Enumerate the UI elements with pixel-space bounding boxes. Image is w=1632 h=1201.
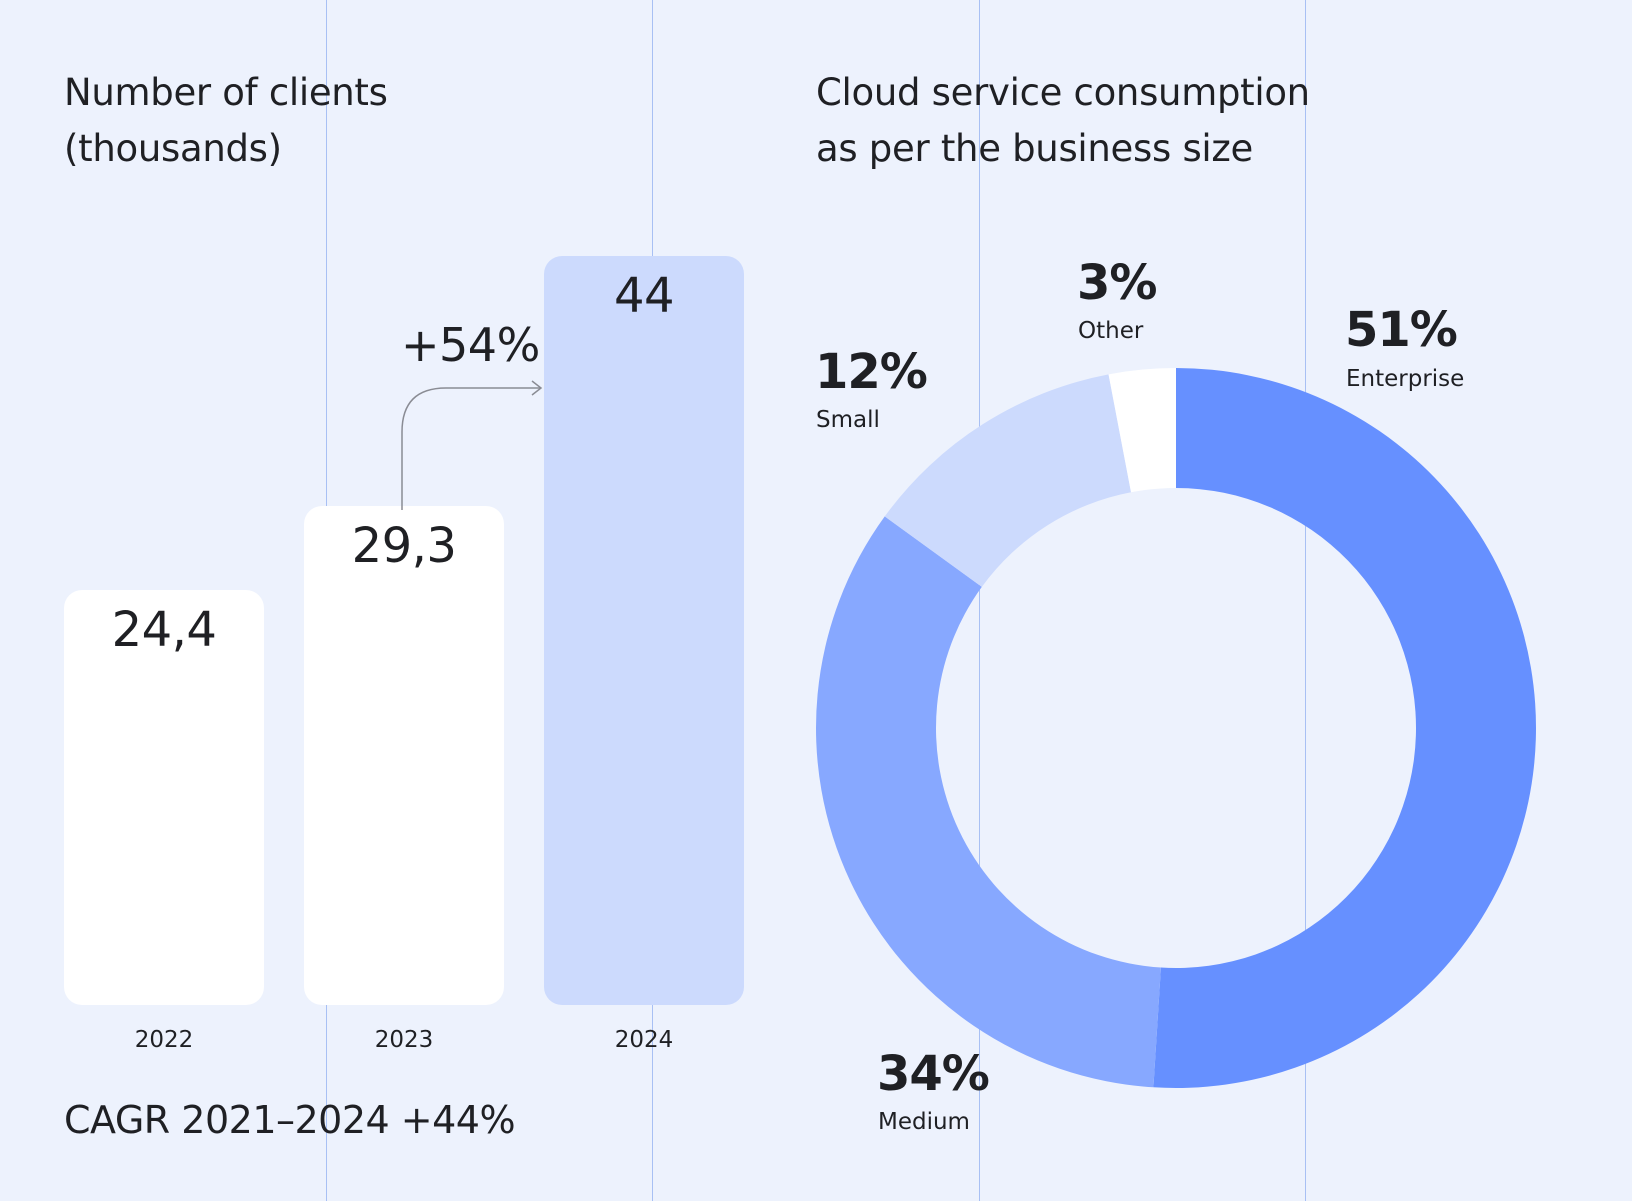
donut-slice-other (1108, 368, 1176, 493)
slice-name-other: Other (1078, 318, 1144, 344)
bar-chart-title-line-1: Number of clients (64, 71, 388, 114)
slice-name-enterprise: Enterprise (1346, 366, 1465, 392)
slice-name-small: Small (816, 407, 880, 433)
grid-line (979, 0, 980, 1201)
bar-2024 (544, 256, 744, 1005)
grid-line (1305, 0, 1306, 1201)
growth-label: +54% (401, 318, 540, 372)
bar-value-label-2024: 44 (613, 268, 675, 324)
bar-chart-title-line-2: (thousands) (64, 127, 282, 170)
donut-slice-enterprise (1153, 368, 1536, 1088)
bar-2022 (64, 589, 264, 1005)
cagr-footnote: CAGR 2021–2024 +44% (64, 1098, 516, 1142)
slice-pct-other: 3% (1077, 255, 1157, 311)
bar-value-label-2023: 29,3 (351, 518, 457, 575)
donut-chart-title: Cloud service consumption as per the bus… (816, 65, 1310, 177)
slice-name-medium: Medium (878, 1109, 970, 1135)
donut-slice-medium (815, 516, 1161, 1088)
slice-pct-small: 12% (815, 344, 928, 400)
category-label-2024: 2024 (614, 1027, 674, 1053)
bar-2023 (304, 506, 504, 1005)
donut-slice-small (884, 374, 1132, 587)
category-label-2022: 2022 (134, 1027, 194, 1053)
donut-chart-title-line-2: as per the business size (816, 127, 1253, 170)
slice-pct-medium: 34% (877, 1046, 990, 1102)
slice-pct-enterprise: 51% (1345, 302, 1458, 358)
donut-chart-title-line-1: Cloud service consumption (816, 71, 1310, 114)
bar-value-label-2022: 24,4 (111, 601, 217, 658)
bar-chart-title: Number of clients (thousands) (64, 65, 388, 177)
category-label-2023: 2023 (374, 1027, 434, 1053)
